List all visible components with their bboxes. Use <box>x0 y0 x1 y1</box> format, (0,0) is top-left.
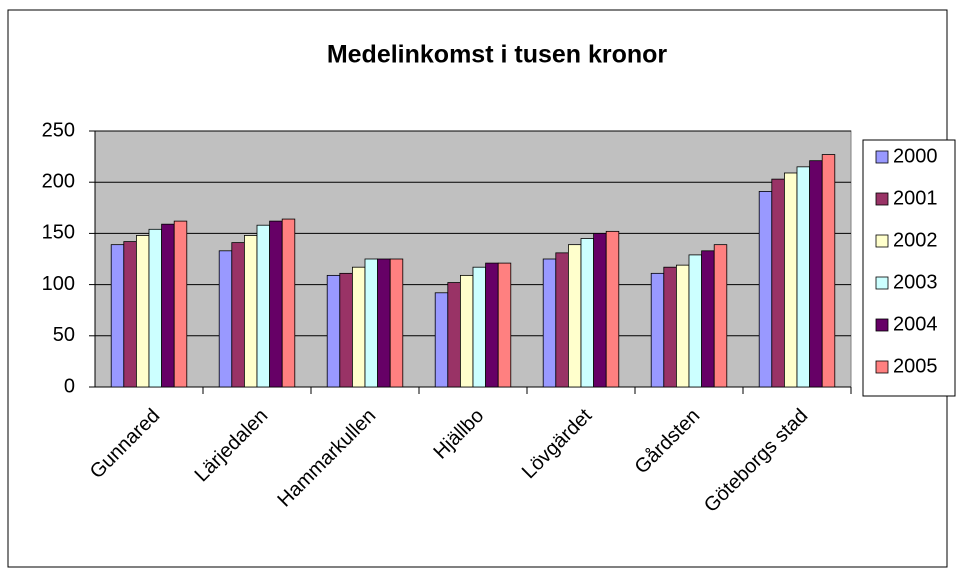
y-tick-label: 0 <box>64 375 75 397</box>
legend-box <box>862 139 956 397</box>
legend-label: 2000 <box>893 145 938 167</box>
bar <box>555 252 569 388</box>
legend-swatch <box>875 192 889 206</box>
bar <box>568 244 582 388</box>
legend-swatch <box>875 360 889 374</box>
bar <box>701 250 715 388</box>
bar <box>351 266 366 388</box>
chart-title: Medelinkomst i tusen kronor <box>327 41 668 69</box>
bar <box>688 254 703 388</box>
legend-label: 2005 <box>893 355 938 377</box>
legend-label: 2002 <box>893 229 938 251</box>
bar <box>135 235 150 388</box>
bar <box>676 264 690 388</box>
bar <box>218 250 233 388</box>
legend-label: 2003 <box>893 271 938 293</box>
legend-swatch <box>875 276 889 290</box>
legend-label: 2001 <box>893 187 938 209</box>
legend-swatch <box>875 234 889 248</box>
legend-label: 2004 <box>893 313 938 335</box>
bar <box>173 220 188 388</box>
legend-swatch <box>875 318 889 332</box>
bar <box>821 154 836 388</box>
bar <box>148 228 163 388</box>
bar <box>472 266 487 388</box>
bar <box>281 218 296 388</box>
bar <box>663 266 677 388</box>
bar <box>256 224 271 388</box>
bar <box>459 274 474 388</box>
y-tick-label: 100 <box>42 273 75 295</box>
bar <box>447 282 461 388</box>
bar <box>243 235 258 388</box>
bar <box>713 244 728 388</box>
bar <box>326 274 341 388</box>
bar <box>485 262 499 388</box>
bar <box>605 230 620 388</box>
y-tick-label: 200 <box>42 170 75 192</box>
bar <box>231 242 245 388</box>
bar <box>161 223 175 388</box>
bar <box>758 191 773 388</box>
bar <box>796 166 811 388</box>
bar <box>377 258 391 388</box>
bar <box>497 262 512 388</box>
bar <box>809 160 823 388</box>
bar <box>650 272 665 388</box>
bar <box>110 244 125 388</box>
bar <box>123 241 137 388</box>
y-tick-label: 250 <box>42 119 75 141</box>
bar <box>434 292 449 388</box>
y-tick-label: 50 <box>53 324 75 346</box>
bar <box>269 220 283 388</box>
bar <box>389 258 404 388</box>
bar <box>784 172 798 388</box>
bar <box>542 258 557 388</box>
legend-swatch <box>875 150 889 164</box>
bar <box>771 178 785 388</box>
bar <box>593 232 607 388</box>
bar <box>580 238 595 388</box>
y-tick-label: 150 <box>42 222 75 244</box>
bar <box>364 258 379 388</box>
bar <box>339 272 353 388</box>
